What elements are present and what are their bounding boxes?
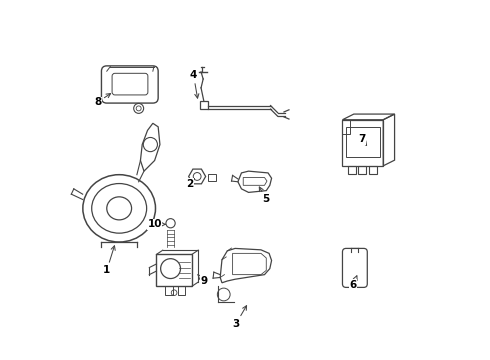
Text: 8: 8	[94, 94, 111, 107]
Text: 1: 1	[103, 246, 115, 275]
Text: 6: 6	[349, 276, 357, 289]
Bar	[348, 166, 356, 174]
Bar	[358, 166, 366, 174]
Bar	[343, 120, 383, 166]
Text: 5: 5	[259, 187, 270, 204]
Bar	[343, 120, 349, 134]
Bar	[165, 286, 173, 295]
Text: 4: 4	[190, 71, 199, 98]
Bar	[199, 101, 208, 109]
Bar	[208, 174, 216, 181]
Text: 9: 9	[198, 275, 208, 286]
Text: 7: 7	[358, 134, 367, 145]
Text: 2: 2	[186, 179, 194, 189]
Bar	[369, 166, 377, 174]
Text: 10: 10	[147, 219, 166, 229]
Text: 3: 3	[233, 306, 246, 329]
Bar	[178, 286, 185, 295]
Bar	[346, 127, 380, 157]
Bar	[156, 255, 192, 286]
